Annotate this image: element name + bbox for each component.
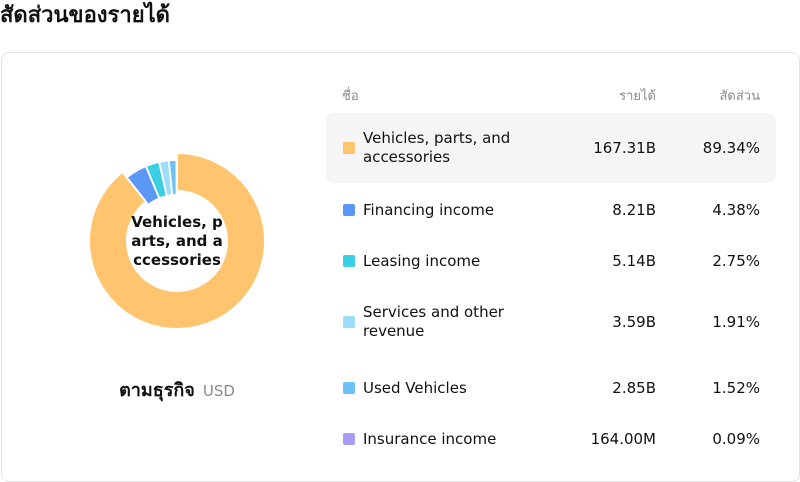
table-row[interactable]: Used Vehicles 2.85B 1.52% — [326, 371, 776, 405]
row-revenue: 2.85B — [612, 378, 656, 397]
row-share: 1.52% — [712, 378, 760, 397]
row-revenue: 167.31B — [593, 138, 656, 157]
donut-chart-svg — [88, 151, 266, 330]
row-share: 89.34% — [702, 138, 760, 157]
row-name: Vehicles, parts, and accessories — [363, 129, 511, 166]
row-revenue: 8.21B — [612, 200, 656, 219]
legend-swatch — [343, 433, 355, 445]
column-header-revenue: รายได้ — [619, 89, 656, 104]
row-revenue: 3.59B — [612, 312, 656, 331]
group-label: ตามธุรกิจ USD — [2, 375, 352, 404]
legend-swatch — [343, 142, 355, 154]
page-title: สัดส่วนของรายได้ — [0, 3, 170, 28]
row-revenue: 164.00M — [590, 429, 656, 448]
group-by-label: ตามธุรกิจ — [119, 380, 195, 401]
row-name: Financing income — [363, 200, 495, 219]
row-share: 1.91% — [712, 312, 760, 331]
legend-swatch — [343, 204, 355, 216]
column-header-share: สัดส่วน — [719, 89, 761, 104]
column-header-name: ชื่อ — [342, 89, 359, 104]
row-name: Leasing income — [363, 251, 481, 270]
table-row[interactable]: Leasing income 5.14B 2.75% — [326, 244, 776, 278]
row-share: 0.09% — [712, 429, 760, 448]
row-revenue: 5.14B — [612, 251, 656, 270]
row-name: Services and other revenue — [363, 303, 504, 340]
row-share: 4.38% — [712, 200, 760, 219]
table-row[interactable]: Vehicles, parts, and accessories 167.31B 8… — [326, 113, 776, 183]
legend-swatch — [343, 255, 355, 267]
revenue-breakdown-card: Vehicles, parts, and accessories ตามธุรก… — [1, 52, 800, 482]
donut-chart — [88, 151, 266, 330]
currency-label: USD — [202, 382, 235, 400]
table-row[interactable]: Services and other revenue 3.59B 1.91% — [326, 295, 776, 349]
row-name: Insurance income — [363, 429, 497, 448]
table-row[interactable]: Financing income 8.21B 4.38% — [326, 193, 776, 227]
legend-swatch — [343, 316, 355, 328]
donut-center-label: Vehicles, parts, and accessories — [131, 213, 223, 269]
donut-slice[interactable] — [88, 151, 266, 330]
row-name: Used Vehicles — [363, 378, 467, 397]
table-row[interactable]: Insurance income 164.00M 0.09% — [326, 422, 776, 456]
legend-swatch — [343, 382, 355, 394]
row-share: 2.75% — [712, 251, 760, 270]
